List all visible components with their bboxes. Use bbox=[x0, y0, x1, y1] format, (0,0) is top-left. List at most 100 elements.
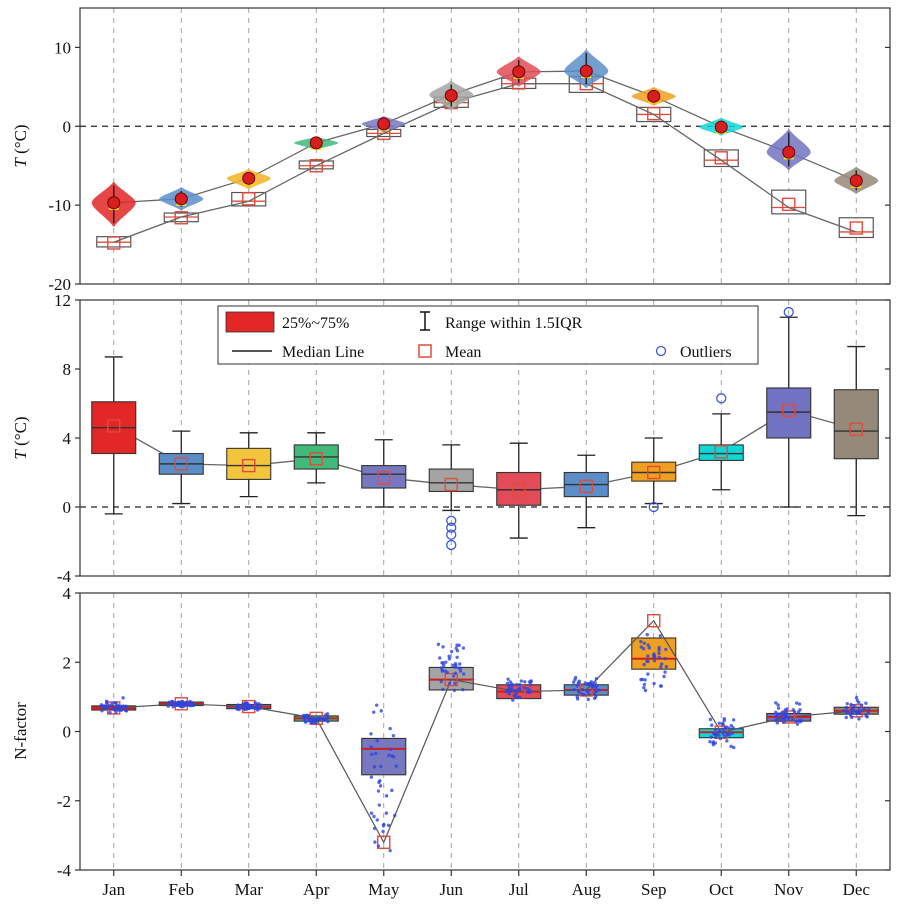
n-factor-point bbox=[782, 720, 786, 724]
mean-line bbox=[113, 409, 857, 491]
n-factor-point bbox=[587, 691, 591, 695]
n-factor-point bbox=[593, 681, 597, 685]
n-factor-point bbox=[573, 677, 577, 682]
n-factor-point bbox=[592, 696, 597, 700]
n-factor-point bbox=[775, 715, 780, 719]
n-factor-point bbox=[110, 702, 114, 706]
n-factor-point bbox=[453, 681, 457, 685]
n-factor-point bbox=[455, 649, 460, 653]
n-factor-point bbox=[590, 685, 595, 690]
n-factor-point bbox=[121, 704, 125, 708]
n-factor-point bbox=[515, 682, 519, 687]
n-factor-point bbox=[858, 711, 862, 716]
n-factor-point bbox=[659, 684, 663, 688]
n-factor-point bbox=[857, 700, 861, 705]
n-factor-point bbox=[646, 672, 650, 676]
x-tick-label: Feb bbox=[169, 880, 195, 899]
y-tick-label: 8 bbox=[63, 360, 72, 379]
air-mean-dot bbox=[377, 117, 391, 131]
n-factor-point bbox=[711, 741, 715, 745]
n-factor-point bbox=[642, 685, 646, 690]
n-factor-point bbox=[167, 700, 171, 704]
n-factor-point bbox=[663, 670, 667, 674]
air-mean-dot bbox=[714, 120, 728, 134]
n-factor-point bbox=[860, 708, 864, 713]
mean-marker bbox=[444, 477, 458, 492]
panel-air-ground-temperature: 10 0 -10 -20 T (°C) bbox=[11, 7, 891, 294]
n-factor-point bbox=[852, 703, 856, 708]
n-factor-boxes bbox=[91, 637, 879, 776]
n-factor-point bbox=[307, 719, 312, 723]
n-factor-point bbox=[458, 666, 463, 670]
n-factor-point bbox=[374, 751, 378, 756]
n-factor-point bbox=[577, 680, 581, 685]
legend-mean-swatch bbox=[418, 344, 432, 358]
mean-marker bbox=[849, 422, 863, 437]
n-factor-point bbox=[708, 739, 712, 744]
n-factor-point bbox=[453, 671, 458, 675]
n-factor-point bbox=[844, 706, 848, 710]
n-factor-point bbox=[105, 699, 109, 704]
n-factor-point bbox=[708, 717, 713, 722]
x-tick-label: Jul bbox=[509, 880, 529, 899]
panel-n-factor: 4 2 0 -2 -4 N-factor Jan Feb Mar Apr May Jun Jul Au… bbox=[11, 584, 891, 899]
n-factor-point bbox=[377, 803, 381, 807]
n-factor-point bbox=[369, 811, 374, 815]
n-factor-point bbox=[102, 704, 106, 709]
iqr-box bbox=[361, 737, 407, 776]
n-factor-point bbox=[657, 648, 661, 652]
n-factor-point bbox=[774, 701, 778, 705]
y-axis-ticks: 12 8 4 0 -4 bbox=[54, 291, 890, 586]
air-mean-dot bbox=[849, 174, 863, 188]
n-factor-point bbox=[379, 709, 383, 713]
n-factor-point bbox=[249, 705, 253, 710]
n-factor-point bbox=[447, 681, 452, 686]
n-factor-point bbox=[384, 811, 389, 815]
legend-outlier-label: Outliers bbox=[680, 344, 732, 361]
x-tick-label: Jan bbox=[102, 880, 125, 899]
n-factor-point bbox=[642, 662, 646, 667]
n-factor-point bbox=[447, 657, 452, 661]
n-factor-point bbox=[854, 710, 859, 715]
n-factor-point bbox=[775, 721, 779, 725]
iqr-box bbox=[698, 728, 744, 739]
n-factor-point bbox=[114, 701, 118, 705]
n-factor-point bbox=[245, 707, 249, 711]
n-factor-point bbox=[516, 695, 520, 700]
n-factor-point bbox=[729, 723, 734, 728]
n-factor-point bbox=[515, 688, 520, 692]
x-tick-label: May bbox=[368, 880, 400, 899]
n-factor-point bbox=[842, 709, 846, 713]
n-factor-point bbox=[370, 752, 374, 757]
x-axis-month-labels: Jan Feb Mar Apr May Jun Jul Aug Sep Oct Nov Dec bbox=[102, 870, 870, 899]
n-factor-point bbox=[662, 674, 666, 679]
n-factor-point bbox=[791, 717, 795, 722]
mean-marker bbox=[714, 151, 728, 165]
n-factor-point bbox=[303, 715, 308, 719]
legend: 25%~75% Range within 1.5IQR Median Line … bbox=[217, 305, 759, 365]
n-factor-point bbox=[322, 718, 326, 722]
n-factor-point bbox=[646, 659, 650, 664]
n-factor-point bbox=[786, 716, 791, 720]
n-factor-point bbox=[179, 703, 184, 707]
n-factor-point bbox=[447, 654, 451, 658]
n-factor-point bbox=[725, 739, 729, 743]
n-factor-point bbox=[849, 702, 853, 707]
n-factor-point bbox=[640, 677, 645, 682]
n-factor-point bbox=[438, 656, 442, 660]
n-factor-point bbox=[659, 665, 663, 669]
n-factor-point bbox=[663, 656, 667, 661]
n-factor-point bbox=[245, 701, 250, 706]
n-factor-point bbox=[658, 634, 663, 638]
n-factor-point bbox=[721, 732, 725, 736]
n-factor-point bbox=[642, 682, 647, 687]
n-factor-point bbox=[709, 735, 713, 739]
n-factor-point bbox=[105, 705, 110, 710]
mean-marker bbox=[174, 457, 188, 471]
panel-frame bbox=[79, 299, 891, 577]
mean-line bbox=[107, 614, 863, 849]
n-factor-point bbox=[452, 688, 457, 693]
n-factor-point bbox=[779, 718, 783, 723]
n-factor-point bbox=[441, 645, 445, 649]
panel-frame bbox=[79, 592, 891, 871]
